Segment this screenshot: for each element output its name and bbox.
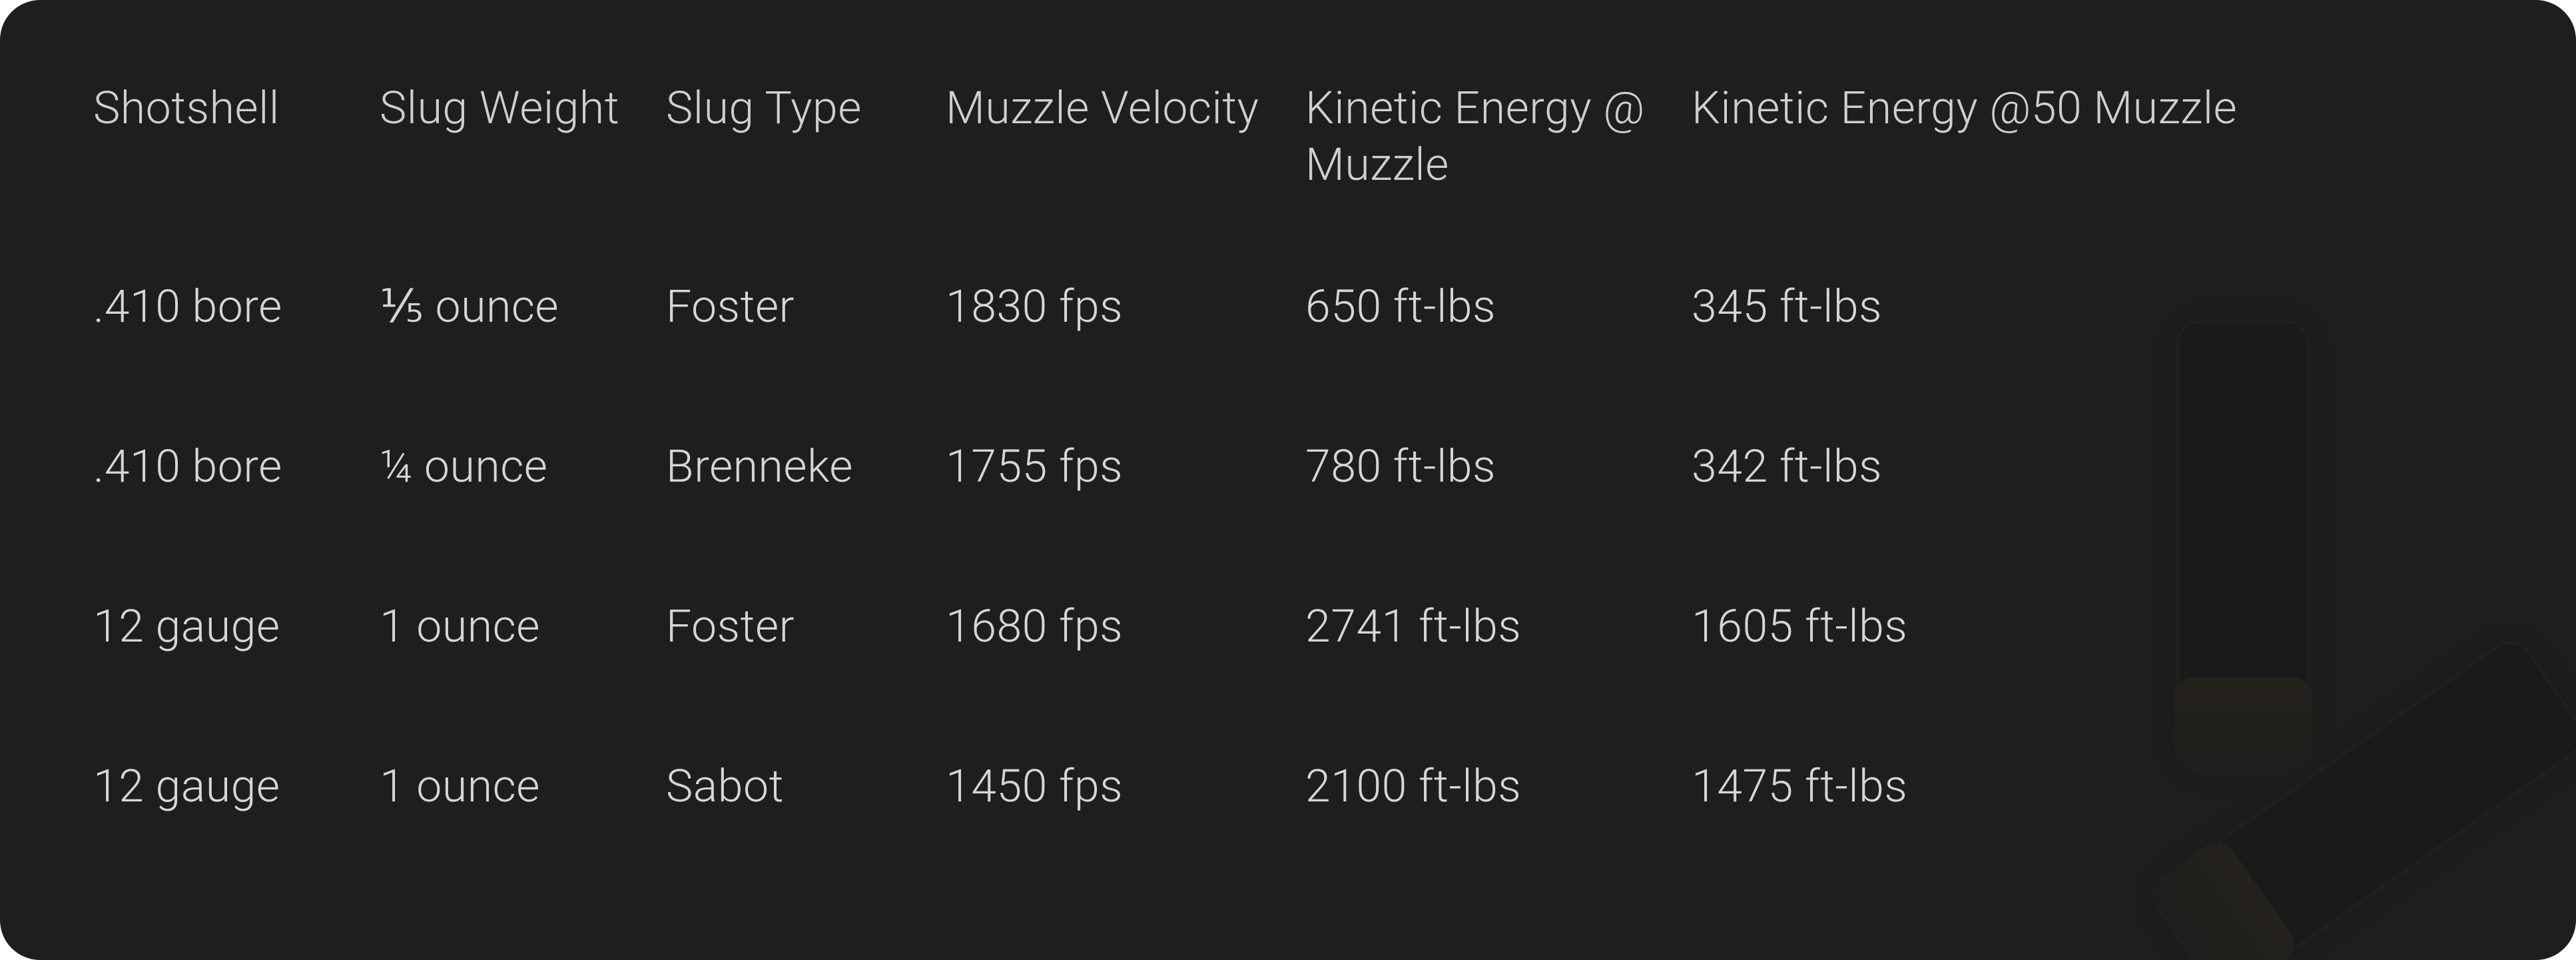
cell-slug-type: Foster [666,602,946,652]
cell-shotshell: .410 bore [93,282,380,332]
cell-muzzle-velocity: 1680 fps [946,602,1305,652]
column-header-slug-type: Slug Type [666,80,946,137]
cell-muzzle-velocity: 1450 fps [946,761,1305,811]
cell-ke-50: 345 ft-lbs [1692,282,2483,332]
cell-ke-muzzle: 2100 ft-lbs [1305,761,1692,811]
cell-ke-50: 1475 ft-lbs [1692,761,2483,811]
cell-ke-muzzle: 650 ft-lbs [1305,282,1692,332]
column-header-ke-muzzle: Kinetic Energy @ Muzzle [1305,80,1692,193]
cell-slug-type: Sabot [666,761,946,811]
cell-ke-muzzle: 2741 ft-lbs [1305,602,1692,652]
cell-shotshell: 12 gauge [93,602,380,652]
cell-slug-type: Foster [666,282,946,332]
cell-slug-weight: ⅕ ounce [380,282,666,332]
cell-slug-weight: 1 ounce [380,761,666,811]
cell-ke-50: 342 ft-lbs [1692,442,2483,492]
column-header-ke-50: Kinetic Energy @50 Muzzle [1692,80,2483,137]
ballistics-table: Shotshell Slug Weight Slug Type Muzzle V… [0,0,2576,960]
cell-ke-50: 1605 ft-lbs [1692,602,2483,652]
cell-muzzle-velocity: 1755 fps [946,442,1305,492]
cell-slug-type: Brenneke [666,442,946,492]
column-header-slug-weight: Slug Weight [380,80,666,137]
cell-shotshell: 12 gauge [93,761,380,811]
column-header-shotshell: Shotshell [93,80,380,137]
cell-muzzle-velocity: 1830 fps [946,282,1305,332]
ballistics-table-card: Shotshell Slug Weight Slug Type Muzzle V… [0,0,2576,960]
cell-slug-weight: 1 ounce [380,602,666,652]
cell-shotshell: .410 bore [93,442,380,492]
cell-ke-muzzle: 780 ft-lbs [1305,442,1692,492]
cell-slug-weight: ¼ ounce [380,442,666,492]
column-header-muzzle-velocity: Muzzle Velocity [946,80,1305,137]
